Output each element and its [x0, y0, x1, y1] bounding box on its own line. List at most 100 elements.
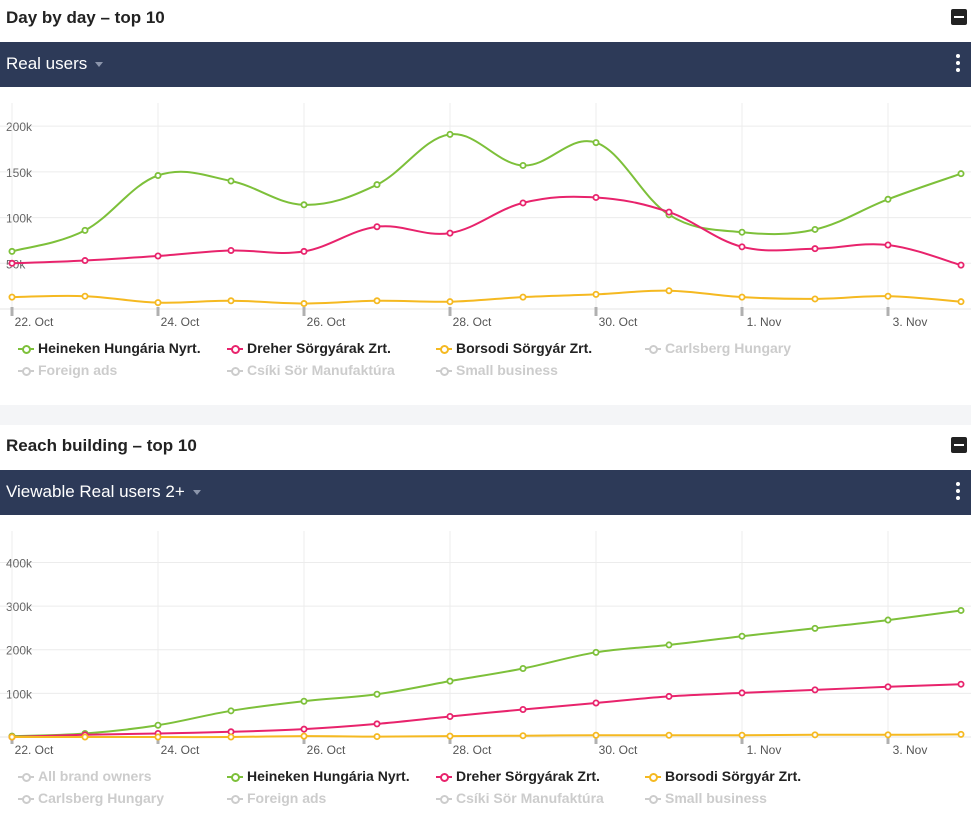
data-point[interactable] — [373, 720, 381, 728]
data-point[interactable] — [81, 226, 89, 234]
data-point[interactable] — [227, 246, 235, 254]
collapse-icon[interactable] — [951, 9, 967, 25]
data-point[interactable] — [373, 297, 381, 305]
data-point[interactable] — [300, 247, 308, 255]
legend-item-dreher-sorgyarak-zrt[interactable]: Dreher Sörgyárak Zrt. — [227, 340, 391, 356]
data-point[interactable] — [373, 733, 381, 741]
legend-item-foreign-ads[interactable]: Foreign ads — [18, 362, 117, 378]
data-point[interactable] — [446, 677, 454, 685]
data-point[interactable] — [81, 257, 89, 265]
data-point[interactable] — [738, 632, 746, 640]
data-point[interactable] — [957, 170, 965, 178]
data-point[interactable] — [154, 252, 162, 260]
data-point[interactable] — [446, 229, 454, 237]
data-point[interactable] — [81, 733, 89, 741]
legend-item-borsodi-sorgyar-zrt[interactable]: Borsodi Sörgyár Zrt. — [645, 768, 801, 784]
data-point[interactable] — [446, 130, 454, 138]
data-point[interactable] — [811, 295, 819, 303]
data-point[interactable] — [446, 712, 454, 720]
data-point[interactable] — [519, 664, 527, 672]
metric-selector[interactable]: Viewable Real users 2+ — [6, 482, 201, 502]
data-point[interactable] — [884, 195, 892, 203]
more-options-icon[interactable] — [956, 482, 961, 502]
data-point[interactable] — [665, 287, 673, 295]
data-point[interactable] — [738, 293, 746, 301]
data-point[interactable] — [738, 228, 746, 236]
data-point[interactable] — [884, 731, 892, 739]
data-point[interactable] — [738, 731, 746, 739]
data-point[interactable] — [300, 725, 308, 733]
data-point[interactable] — [738, 689, 746, 697]
data-point[interactable] — [8, 293, 16, 301]
data-point[interactable] — [884, 616, 892, 624]
legend-item-dreher-sorgyarak-zrt[interactable]: Dreher Sörgyárak Zrt. — [436, 768, 600, 784]
series-line-borsodi-sorgyar-zrt[interactable] — [11, 289, 962, 305]
legend-item-small-business[interactable]: Small business — [645, 790, 767, 806]
legend-item-foreign-ads[interactable]: Foreign ads — [227, 790, 326, 806]
data-point[interactable] — [227, 733, 235, 741]
data-point[interactable] — [446, 298, 454, 306]
data-point[interactable] — [592, 731, 600, 739]
data-point[interactable] — [811, 686, 819, 694]
legend-item-csiki-sor-manufaktura[interactable]: Csíki Sör Manufaktúra — [436, 790, 604, 806]
data-point[interactable] — [81, 292, 89, 300]
data-point[interactable] — [811, 245, 819, 253]
data-point[interactable] — [227, 707, 235, 715]
data-point[interactable] — [811, 225, 819, 233]
data-point[interactable] — [154, 733, 162, 741]
data-point[interactable] — [957, 606, 965, 614]
data-point[interactable] — [665, 641, 673, 649]
data-point[interactable] — [154, 721, 162, 729]
data-point[interactable] — [373, 181, 381, 189]
data-point[interactable] — [957, 680, 965, 688]
data-point[interactable] — [519, 161, 527, 169]
data-point[interactable] — [957, 730, 965, 738]
legend-item-carlsberg-hungary[interactable]: Carlsberg Hungary — [18, 790, 164, 806]
data-point[interactable] — [665, 208, 673, 216]
legend-item-all-brand-owners[interactable]: All brand owners — [18, 768, 152, 784]
data-point[interactable] — [811, 731, 819, 739]
legend-item-small-business[interactable]: Small business — [436, 362, 558, 378]
data-point[interactable] — [300, 201, 308, 209]
more-options-icon[interactable] — [956, 54, 961, 74]
data-point[interactable] — [519, 732, 527, 740]
data-point[interactable] — [957, 298, 965, 306]
data-point[interactable] — [300, 697, 308, 705]
legend-item-heineken-hungaria-nyrt[interactable]: Heineken Hungária Nyrt. — [18, 340, 201, 356]
data-point[interactable] — [738, 243, 746, 251]
data-point[interactable] — [300, 732, 308, 740]
data-point[interactable] — [884, 683, 892, 691]
series-line-heineken-hungaria-nyrt[interactable] — [11, 133, 962, 253]
series-line-dreher-sorgyarak-zrt[interactable] — [11, 683, 962, 738]
data-point[interactable] — [592, 699, 600, 707]
data-point[interactable] — [592, 139, 600, 147]
data-point[interactable] — [519, 706, 527, 714]
data-point[interactable] — [884, 292, 892, 300]
legend-item-heineken-hungaria-nyrt[interactable]: Heineken Hungária Nyrt. — [227, 768, 410, 784]
data-point[interactable] — [957, 261, 965, 269]
data-point[interactable] — [446, 732, 454, 740]
data-point[interactable] — [227, 177, 235, 185]
collapse-icon[interactable] — [951, 437, 967, 453]
data-point[interactable] — [8, 733, 16, 741]
series-line-borsodi-sorgyar-zrt[interactable] — [12, 733, 962, 739]
legend-item-carlsberg-hungary[interactable]: Carlsberg Hungary — [645, 340, 791, 356]
data-point[interactable] — [154, 299, 162, 307]
series-line-heineken-hungaria-nyrt[interactable] — [11, 609, 962, 738]
data-point[interactable] — [592, 290, 600, 298]
data-point[interactable] — [592, 193, 600, 201]
data-point[interactable] — [300, 300, 308, 308]
metric-selector[interactable]: Real users — [6, 54, 104, 74]
data-point[interactable] — [811, 624, 819, 632]
data-point[interactable] — [519, 293, 527, 301]
data-point[interactable] — [373, 690, 381, 698]
data-point[interactable] — [665, 692, 673, 700]
data-point[interactable] — [373, 223, 381, 231]
legend-item-borsodi-sorgyar-zrt[interactable]: Borsodi Sörgyár Zrt. — [436, 340, 592, 356]
series-line-dreher-sorgyarak-zrt[interactable] — [11, 195, 962, 267]
data-point[interactable] — [884, 241, 892, 249]
data-point[interactable] — [592, 648, 600, 656]
data-point[interactable] — [227, 297, 235, 305]
legend-item-csiki-sor-manufaktura[interactable]: Csíki Sör Manufaktúra — [227, 362, 395, 378]
data-point[interactable] — [519, 199, 527, 207]
